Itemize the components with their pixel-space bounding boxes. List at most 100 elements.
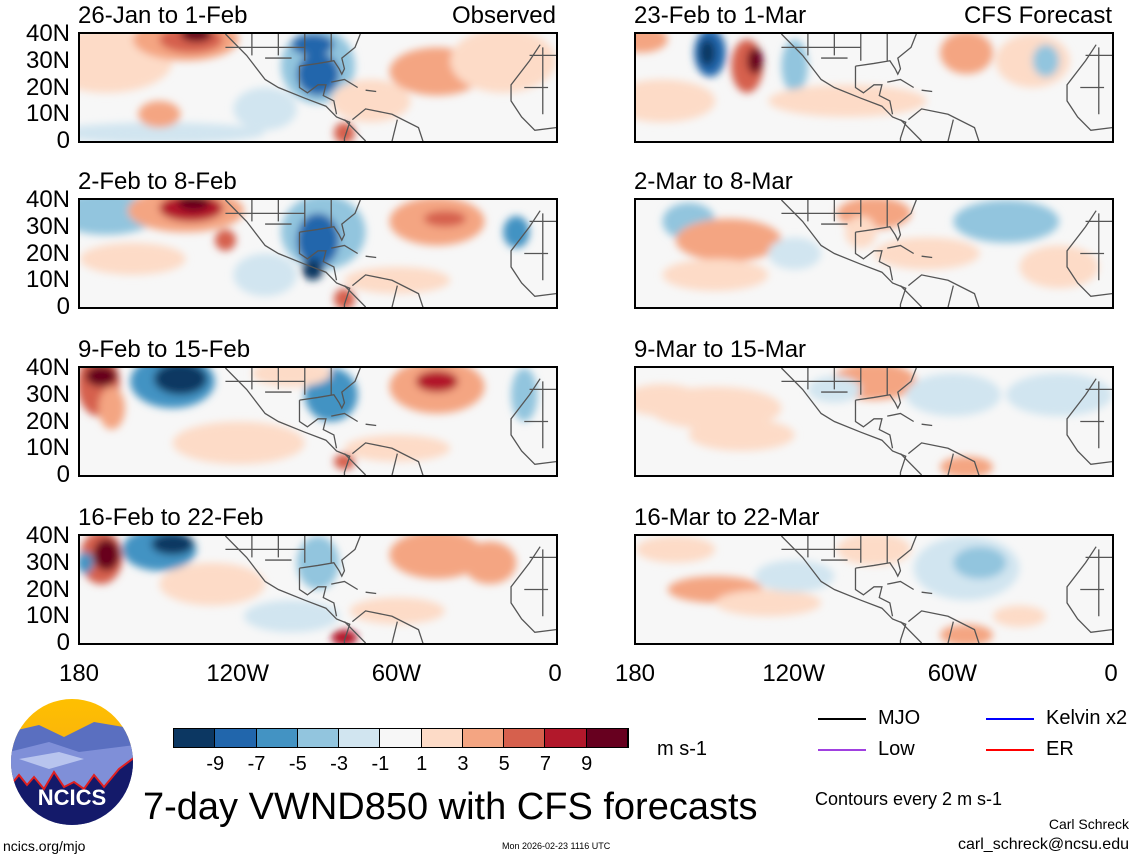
coastline [887, 244, 915, 255]
anomaly-contour [243, 600, 340, 633]
svg-text:NCICS: NCICS [38, 785, 106, 810]
anomaly-contour [172, 421, 305, 465]
coastline [1066, 546, 1112, 633]
anomaly-contour [180, 34, 213, 43]
anomaly-contour [1019, 245, 1099, 289]
colorbar-swatch [504, 729, 546, 747]
anomaly-contour [874, 237, 980, 270]
legend-label: Kelvin x2 [1046, 707, 1128, 729]
anomaly-contour [80, 122, 266, 141]
lat-tick-label: 40N [25, 522, 70, 549]
observed-map-panel [78, 534, 558, 645]
coastline [907, 108, 980, 141]
coastline [510, 546, 556, 633]
anomaly-contour [296, 536, 340, 590]
colorbar-swatch [215, 729, 257, 747]
observed-map-panel [78, 32, 558, 143]
anomaly-contour [503, 216, 530, 249]
anomaly-contour [940, 34, 993, 75]
anomaly-contour [138, 100, 181, 128]
anomaly-contour [463, 541, 517, 585]
anomaly-contour [836, 536, 912, 566]
coastline [391, 285, 398, 307]
lat-tick-label: 30N [25, 212, 70, 240]
coastline [331, 580, 359, 591]
anomaly-contour [662, 258, 769, 291]
coastline [921, 423, 933, 427]
panel-date-range: 16-Mar to 22-Mar [634, 504, 820, 531]
coastline [1066, 44, 1112, 131]
anomaly-contour [80, 552, 94, 574]
lat-tick-label: 0 [56, 461, 70, 488]
colorbar-unit: m s-1 [657, 738, 707, 760]
observed-map-panel [78, 198, 558, 309]
coastline [351, 442, 424, 475]
legend-label: MJO [878, 707, 921, 729]
lat-tick-label: 0 [56, 629, 70, 656]
coastline [1066, 210, 1112, 297]
colorbar-swatch [297, 729, 340, 747]
anomaly-contour [844, 216, 877, 249]
anomaly-contour [333, 122, 356, 141]
colorbar-tick-label: 7 [539, 753, 552, 775]
coastline [921, 591, 933, 595]
coastline [899, 285, 923, 307]
colorbar-tick-label: -5 [288, 753, 307, 775]
coastline [343, 453, 367, 475]
colorbar-swatch [586, 729, 628, 747]
coastline [854, 66, 894, 115]
coastline [907, 442, 980, 475]
anomaly-contour [296, 52, 340, 96]
anomaly-contour [159, 562, 266, 606]
lat-tick-label: 30N [25, 380, 70, 408]
colorbar-tick-label: 3 [457, 753, 469, 775]
anomaly-contour [768, 84, 927, 117]
coastline [365, 591, 377, 595]
coastline [351, 274, 424, 307]
anomaly-contour [755, 560, 835, 593]
anomaly-contour [940, 624, 993, 643]
anomaly-contour [233, 253, 297, 297]
coastline [921, 89, 933, 93]
coastline [331, 244, 359, 255]
anomaly-contour [233, 87, 297, 131]
coastline [331, 412, 359, 423]
lon-tick-label: 180 [614, 660, 656, 687]
lat-tick-label: 20N [25, 407, 70, 435]
anomaly-contour [688, 418, 795, 451]
coastline [887, 580, 915, 591]
panel-date-range: 9-Feb to 15-Feb [78, 336, 251, 363]
coastline [299, 200, 361, 242]
anomaly-contour [177, 200, 210, 211]
site-link[interactable]: ncics.org/mjo [3, 838, 86, 854]
coastline [343, 119, 367, 141]
lon-tick-label: 60W [371, 660, 422, 687]
anomaly-contour [214, 229, 237, 251]
coastline [299, 536, 361, 578]
anomaly-contour [251, 368, 332, 387]
coastline [343, 285, 367, 307]
anomaly-contour [389, 536, 485, 579]
anomaly-contour [636, 34, 668, 53]
coastline [510, 378, 556, 465]
timestamp: Mon 2026-02-23 1116 UTC [502, 841, 611, 851]
anomaly-contour [333, 288, 356, 307]
lat-tick-label: 10N [25, 602, 70, 630]
anomaly-contour [768, 237, 822, 270]
anomaly-contour [636, 79, 716, 123]
anomaly-contour [98, 386, 125, 430]
panel-date-range: 16-Feb to 22-Feb [78, 504, 264, 531]
coastline [298, 400, 338, 449]
coastline [1066, 378, 1112, 465]
coastline [780, 536, 907, 643]
coastline [887, 412, 915, 423]
legend-line-er [986, 749, 1034, 751]
anomaly-contour [940, 456, 993, 475]
coastline [224, 368, 351, 475]
coastline [921, 255, 933, 259]
coastline [947, 119, 954, 141]
lat-tick-label: 40N [25, 186, 70, 213]
lat-tick-label: 0 [56, 293, 70, 320]
coastline [224, 34, 351, 141]
